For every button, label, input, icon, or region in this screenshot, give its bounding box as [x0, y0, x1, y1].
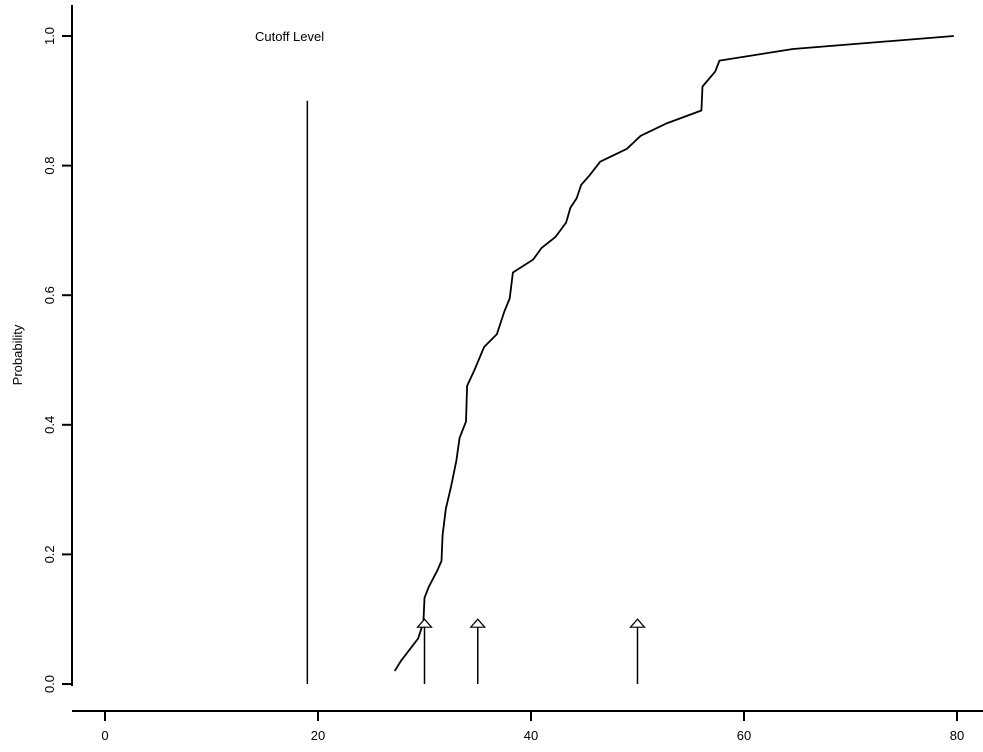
arrow-head — [416, 618, 433, 628]
observation-arrows — [416, 618, 646, 684]
y-tick-label: 0.6 — [42, 286, 57, 304]
x-tick-label: 0 — [101, 728, 108, 743]
arrow-head — [469, 618, 487, 628]
x-tick-label: 40 — [524, 728, 538, 743]
cutoff-level-label: Cutoff Level — [255, 29, 324, 44]
y-tick-label: 0.8 — [42, 157, 57, 175]
y-axis-title: Probability — [10, 324, 25, 385]
x-axis-ticks: 0 20 40 60 80 — [101, 711, 964, 743]
y-tick-label: 0.4 — [42, 416, 57, 434]
x-tick-label: 20 — [311, 728, 325, 743]
y-tick-label: 1.0 — [42, 27, 57, 45]
x-tick-label: 60 — [737, 728, 751, 743]
x-tick-label: 80 — [950, 728, 964, 743]
y-tick-label: 0.0 — [42, 675, 57, 693]
y-tick-label: 0.2 — [42, 545, 57, 563]
arrow-head — [629, 618, 646, 628]
y-axis-ticks: 0.0 0.2 0.4 0.6 0.8 1.0 — [42, 27, 72, 693]
cdf-series-line — [393, 35, 954, 672]
